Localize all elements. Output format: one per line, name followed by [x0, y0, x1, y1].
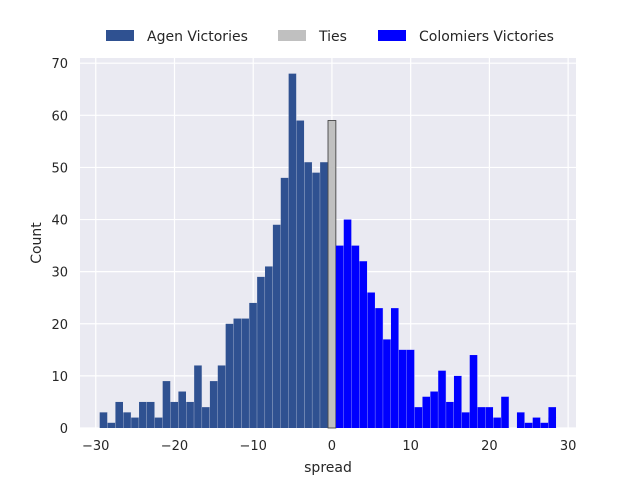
- x-axis-ticks: −30 −20 −10 0 10 20 30: [82, 439, 576, 454]
- bar-agen-victories: [99, 412, 108, 428]
- x-tick-label: 10: [402, 439, 419, 454]
- bars-group: [99, 73, 557, 429]
- bar-agen-victories: [194, 365, 203, 428]
- bar-colomiers-victories: [540, 422, 549, 428]
- bar-agen-victories: [280, 177, 289, 428]
- bar-agen-victories: [170, 401, 179, 428]
- legend-swatch: [278, 30, 306, 41]
- x-tick-label: −30: [82, 439, 109, 454]
- bar-colomiers-victories: [548, 417, 557, 428]
- bar-agen-victories: [139, 401, 147, 428]
- bar-colomiers-victories: [485, 407, 494, 428]
- bar-colomiers-victories: [390, 308, 399, 428]
- y-tick-label: 20: [51, 318, 68, 333]
- bar-agen-victories: [249, 302, 258, 428]
- bar-agen-victories: [178, 391, 187, 428]
- bar-colomiers-victories: [351, 245, 360, 428]
- bar-colomiers-victories: [469, 355, 478, 428]
- bar-colomiers-victories: [532, 417, 541, 428]
- bar-agen-victories: [217, 365, 226, 428]
- x-axis-label: spread: [304, 460, 352, 476]
- bar-agen-victories: [296, 120, 305, 428]
- bar-colomiers-victories: [430, 391, 439, 428]
- bar-colomiers-victories: [422, 396, 431, 428]
- bar-colomiers-victories: [516, 412, 525, 428]
- x-tick-label: 30: [560, 439, 577, 454]
- legend-label: Agen Victories: [147, 29, 248, 45]
- legend-swatch: [106, 30, 134, 41]
- legend: Agen Victories Ties Colomiers Victories: [106, 29, 554, 45]
- bar-colomiers-victories: [438, 370, 447, 428]
- bar-agen-victories: [257, 276, 266, 428]
- bar-agen-victories: [272, 224, 281, 428]
- bar-colomiers-victories: [453, 375, 462, 428]
- bar-colomiers-victories: [493, 417, 502, 428]
- y-tick-label: 60: [51, 109, 68, 124]
- bar-colomiers-victories: [343, 219, 352, 428]
- x-tick-label: 20: [481, 439, 498, 454]
- bar-agen-victories: [225, 323, 234, 428]
- bar-agen-victories: [107, 422, 116, 428]
- bar-agen-victories: [115, 401, 124, 428]
- legend-swatch: [378, 30, 406, 41]
- bar-agen-victories: [202, 407, 210, 428]
- bar-agen-victories: [288, 73, 297, 429]
- bar-agen-victories: [131, 417, 140, 428]
- bar-colomiers-victories: [367, 292, 376, 428]
- y-tick-label: 70: [51, 57, 68, 72]
- bar-colomiers-victories: [446, 401, 454, 428]
- bar-colomiers-victories: [335, 245, 344, 428]
- bar-colomiers-victories: [477, 407, 486, 428]
- y-axis-label: Count: [29, 222, 45, 264]
- bar-agen-victories: [186, 401, 195, 428]
- bar-agen-victories: [233, 318, 242, 428]
- bar-colomiers-victories: [398, 349, 407, 428]
- bar-agen-victories: [123, 412, 132, 428]
- y-tick-label: 30: [51, 266, 68, 281]
- y-tick-label: 0: [60, 422, 68, 437]
- bar-agen-victories: [304, 162, 313, 429]
- x-tick-label: 0: [328, 439, 336, 454]
- bar-colomiers-victories: [524, 422, 533, 428]
- bar-colomiers-victories: [406, 349, 415, 428]
- bar-agen-victories: [265, 266, 273, 428]
- bar-colomiers-victories: [501, 396, 510, 428]
- bar-colomiers-victories: [359, 261, 368, 428]
- bar-agen-victories: [154, 417, 163, 428]
- bar-colomiers-victories: [383, 339, 391, 428]
- bar-agen-victories: [209, 381, 218, 428]
- bar-colomiers-victories: [461, 412, 470, 428]
- legend-label: Ties: [318, 29, 347, 45]
- y-axis-ticks: 0 10 20 30 40 50 60 70: [51, 57, 68, 437]
- bar-agen-victories: [320, 162, 328, 429]
- x-tick-label: −10: [239, 439, 266, 454]
- bar-agen-victories: [241, 318, 250, 428]
- y-tick-label: 40: [51, 214, 68, 229]
- y-tick-label: 10: [51, 370, 68, 385]
- bar-ties: [327, 120, 337, 429]
- legend-label: Colomiers Victories: [419, 29, 554, 45]
- bar-agen-victories: [146, 401, 155, 428]
- bar-agen-victories: [162, 381, 171, 428]
- bar-colomiers-victories: [375, 308, 384, 428]
- bar-colomiers-victories: [414, 407, 423, 428]
- bar-agen-victories: [312, 172, 321, 428]
- x-tick-label: −20: [161, 439, 188, 454]
- y-tick-label: 50: [51, 161, 68, 176]
